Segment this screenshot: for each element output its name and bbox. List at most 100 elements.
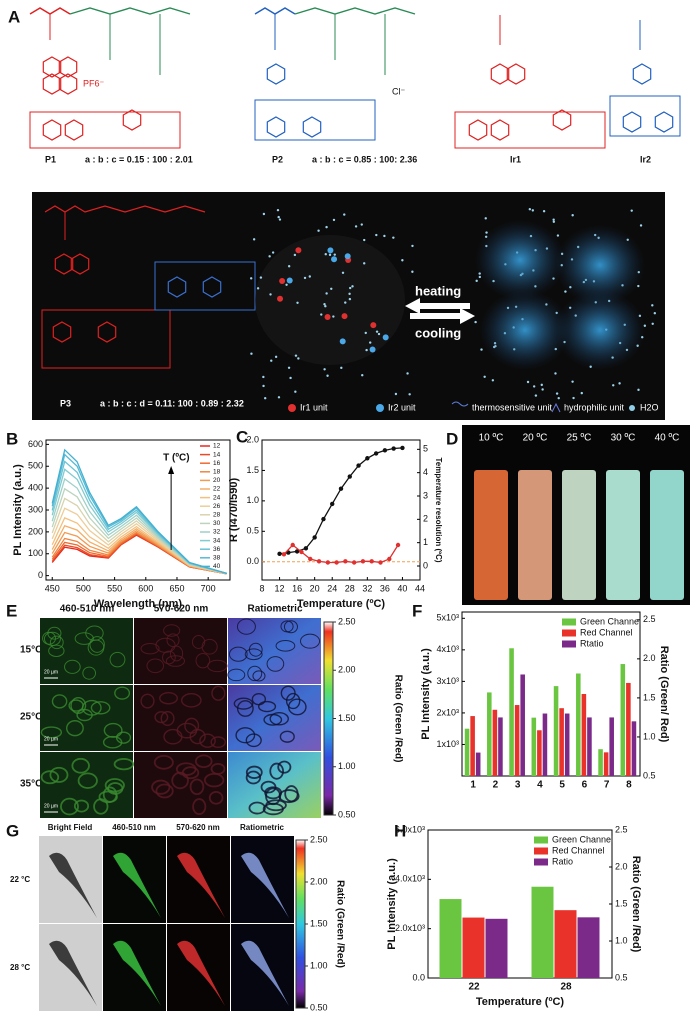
water-dot: [375, 233, 378, 237]
water-dot: [262, 375, 265, 379]
cell: [269, 762, 284, 780]
unit-dot: [286, 277, 293, 284]
water-dot: [324, 252, 327, 256]
cell: [245, 770, 262, 785]
water-dot: [555, 392, 559, 395]
point: [365, 456, 370, 461]
x-tick-label: 32: [362, 583, 372, 593]
water-dot: [289, 376, 292, 380]
water-dot: [249, 277, 253, 280]
colorbar-tick-label: 2.50: [338, 616, 356, 626]
panel-label: H: [394, 821, 406, 840]
x-axis-label: Temperature (ºC): [476, 996, 564, 1008]
cell: [114, 686, 131, 700]
cell: [140, 642, 160, 655]
unit-dot: [277, 295, 284, 302]
cell: [89, 636, 105, 653]
y2-axis-label: Ratio (Green /Red): [630, 856, 642, 953]
water-dot: [294, 390, 297, 393]
legend-label: Green Channel: [580, 616, 641, 626]
x-tick-label: 22: [468, 982, 480, 993]
cell: [191, 635, 206, 649]
water-dot: [294, 354, 298, 357]
colorbar-tick-label: 2.00: [310, 876, 328, 886]
bar: [598, 749, 603, 776]
water-dot: [269, 293, 272, 296]
x-tick-label: 8: [259, 583, 264, 593]
line: [279, 447, 403, 555]
water-dot: [259, 276, 263, 279]
water-dot: [348, 297, 352, 301]
y-tick-label: 200: [28, 526, 43, 536]
water-dot: [534, 394, 538, 397]
water-dot: [308, 275, 311, 278]
point: [330, 501, 335, 507]
plot-frame: [261, 439, 421, 581]
bar: [559, 708, 564, 776]
water-dot: [317, 229, 320, 232]
y2-tick-label: 2.0: [643, 653, 656, 663]
unit-dot: [339, 338, 346, 345]
cell: [208, 790, 224, 805]
legend-label: 36: [213, 546, 221, 553]
unit-dot: [369, 346, 376, 353]
bar: [475, 752, 481, 776]
micro-image: [228, 618, 321, 684]
cell: [181, 693, 202, 708]
point: [325, 560, 331, 565]
colorbar-label: Ratio (Green /Red): [334, 880, 345, 968]
polymer-name: P3: [60, 398, 71, 408]
micro-image: [134, 618, 227, 684]
water-dot: [392, 236, 395, 239]
water-dot: [264, 397, 267, 400]
panel-label: E: [6, 601, 17, 620]
water-dot: [364, 331, 367, 335]
colorbar-tick-label: 2.00: [338, 665, 356, 675]
cell: [252, 670, 266, 682]
bar: [554, 910, 577, 978]
water-dot: [408, 393, 411, 396]
vial-label: 20 ºC: [523, 433, 548, 444]
point: [338, 486, 344, 491]
cell: [76, 708, 93, 722]
water-dot: [541, 388, 544, 391]
water-dot: [375, 330, 379, 333]
water-dot: [557, 396, 560, 400]
water-dot: [343, 213, 346, 216]
water-dot: [653, 312, 657, 315]
cell: [210, 762, 226, 775]
x-tick-label: 1: [470, 780, 476, 791]
colorbar-label: Ratio (Green /Red): [392, 675, 403, 763]
unit-dot: [279, 277, 286, 284]
x-tick-label: 600: [138, 583, 153, 593]
bar: [498, 717, 503, 776]
water-dot: [401, 259, 404, 262]
cell: [155, 783, 174, 799]
water-dot: [333, 253, 336, 256]
cell: [146, 658, 165, 674]
legend-label: 32: [213, 529, 221, 536]
cell: [51, 694, 68, 709]
point: [294, 549, 300, 554]
scale-bar-label: 20 µm: [44, 803, 58, 809]
vial-photo: 10 ºC 20 ºC 25 ºC 30 ºC 40 ºC: [462, 425, 690, 605]
water-dot: [377, 332, 381, 336]
x-tick-label: 6: [582, 780, 588, 791]
water-dot: [580, 391, 583, 395]
y-tick-label: 0.5: [246, 526, 259, 536]
water-dot: [351, 285, 354, 288]
bar: [564, 713, 570, 776]
vial: [562, 470, 596, 600]
cell: [74, 632, 94, 645]
x-tick-label: 40: [397, 583, 407, 593]
column-header: Ratiometric: [247, 604, 302, 615]
y2-tick-label: 5: [423, 444, 428, 454]
water-dot: [618, 382, 621, 385]
water-dot: [274, 355, 278, 359]
legend-label: 40: [213, 563, 221, 570]
water-dot: [363, 262, 366, 265]
row-label: 22 °C: [10, 875, 30, 884]
cell: [153, 754, 174, 770]
cell: [269, 712, 289, 726]
y2-tick-label: 0.5: [615, 972, 628, 982]
